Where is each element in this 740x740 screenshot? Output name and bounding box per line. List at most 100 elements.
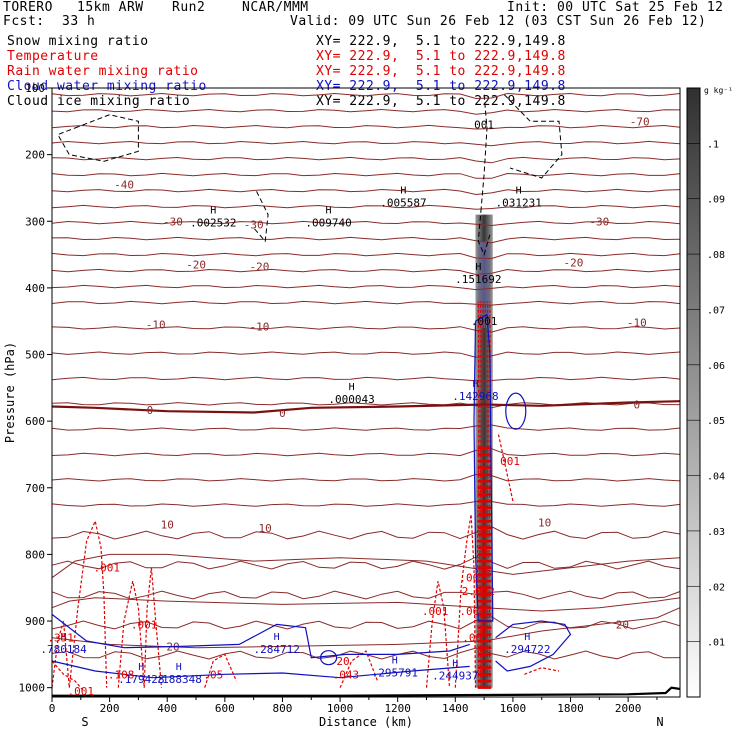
xy-cloud-ice: XY= 222.9, 5.1 to 222.9,149.8: [316, 94, 566, 109]
x-tick-label: 1600: [500, 702, 527, 715]
maximum-value: .005587: [380, 197, 426, 210]
field-cloud-water: Cloud water mixing ratio: [7, 79, 207, 94]
maximum-value: .188348: [156, 673, 202, 686]
contour-value-label: .05: [203, 668, 223, 681]
contour-value-label: 001: [474, 119, 494, 132]
maximum-value: .142968: [452, 390, 498, 403]
cloud-water-cell: [505, 392, 527, 430]
maximum-marker: H: [138, 662, 144, 673]
colorbar-tick-label: .07: [707, 305, 725, 316]
maximum-value: .179428: [118, 673, 164, 686]
temperature-isoline: [51, 140, 681, 147]
cloud-ice-contour: [477, 207, 491, 257]
temperature-isoline: [51, 172, 681, 179]
rain-water-contour: [425, 580, 451, 688]
y-tick-label: 600: [25, 415, 45, 428]
maximum-value: .009740: [305, 217, 351, 230]
maximum-marker: H: [274, 632, 280, 643]
temperature-label: 20: [616, 618, 629, 631]
contour-value-label: .001: [93, 562, 120, 575]
temperature-isoline: [51, 616, 681, 630]
x-tick-label: 1400: [442, 702, 469, 715]
valid-time: Valid: 09 UTC Sun 26 Feb 12 (03 CST Sun …: [290, 14, 707, 29]
temperature-isoline: [51, 252, 681, 260]
temperature-isoline: [51, 553, 681, 579]
cloud-ice-contours: [57, 94, 563, 257]
temperature-isoline: [51, 204, 681, 210]
rain-water-contour: [143, 567, 163, 688]
rain-water-contour: [117, 580, 145, 688]
y-tick-label: 800: [25, 548, 45, 561]
x-end-label-south: S: [81, 715, 88, 729]
contour-value-label: .043: [333, 668, 360, 681]
temperature-isoline: [51, 236, 681, 244]
temperature-label: -20: [249, 261, 269, 274]
contour-value-label: .001: [471, 315, 498, 328]
colorbar-scale: [686, 87, 701, 698]
x-tick-label: 800: [273, 702, 293, 715]
x-tick-label: 1800: [557, 702, 584, 715]
temperature-label: 0: [633, 398, 640, 411]
maximum-marker: H: [61, 632, 67, 643]
maximum-marker: H: [392, 655, 398, 666]
colorbar-tick-label: .09: [707, 195, 725, 206]
cloud-water-contours: [51, 313, 572, 679]
field-rain: Rain water mixing ratio: [7, 64, 199, 79]
y-tick-label: 700: [25, 482, 45, 495]
cloud-ice-contour: [253, 191, 269, 243]
maximum-value: .780184: [40, 643, 87, 656]
cloud-core: [478, 241, 490, 328]
colorbar: g kg⁻¹ .01 .02 .03 .04 .05 .06 .07 .08 .09 .1: [686, 86, 733, 698]
init-time: Init: 00 UTC Sat 25 Feb 12: [507, 0, 724, 15]
temperature-isoline: [51, 188, 681, 196]
maximum-marker: H: [475, 262, 481, 273]
rain-water-contour: [524, 667, 560, 675]
temperature-isoline: [51, 220, 681, 227]
xy-rain: XY= 222.9, 5.1 to 222.9,149.8: [316, 64, 566, 79]
y-tick-label: 200: [25, 149, 45, 162]
maximum-marker: H: [516, 186, 522, 197]
colorbar-tick-label: .04: [707, 472, 725, 483]
temperature-label: -30: [589, 215, 609, 228]
colorbar-tick-label: .05: [707, 416, 725, 427]
contour-labels: H.002532H.009740H.005587H.031231H.151692…: [40, 119, 550, 698]
x-tick-label: 2000: [615, 702, 642, 715]
rain-water-contour: [339, 650, 379, 688]
temperature-isoline: [51, 124, 681, 130]
colorbar-unit: g kg⁻¹: [704, 86, 733, 95]
x-tick-label: 0: [49, 702, 56, 715]
cloud-water-contour: [473, 313, 494, 622]
temperature-isoline: [51, 351, 681, 358]
maximum-marker: H: [349, 382, 355, 393]
temperature-label: 10: [161, 518, 174, 531]
cloud-ice-contour: [57, 114, 139, 162]
x-tick-label: 200: [100, 702, 120, 715]
y-tick-label: 1000: [19, 682, 46, 695]
xy-cloud-water: XY= 222.9, 5.1 to 222.9,149.8: [316, 79, 566, 94]
contour-value-label: .108: [108, 668, 135, 681]
temperature-isoline: [51, 156, 681, 164]
maximum-marker: H: [210, 206, 216, 217]
model-name: TORERO: [3, 0, 53, 15]
maximum-marker: H: [326, 206, 332, 217]
center-label: NCAR/MMM: [242, 0, 309, 15]
temperature-isoline: [51, 526, 681, 540]
maximum-value: .002532: [190, 217, 236, 230]
rain-water-contour: [51, 660, 85, 692]
temperature-isoline: [51, 268, 681, 276]
contour-value-label: .001: [462, 632, 489, 645]
temperature-isoline: [51, 424, 681, 431]
field-cloud-ice: Cloud ice mixing ratio: [7, 94, 191, 109]
maximum-marker: H: [472, 379, 478, 390]
colorbar-tick-label: .02: [707, 582, 725, 593]
x-tick-label: 600: [215, 702, 235, 715]
maximum-marker: H: [452, 659, 458, 670]
field-snow: Snow mixing ratio: [7, 34, 149, 49]
temperature-isoline: [51, 108, 681, 115]
temperature-isoline: [51, 473, 681, 482]
contour-value-label: .001: [68, 685, 95, 698]
zero-isotherm: [51, 400, 681, 414]
temperature-label: -10: [249, 321, 269, 334]
x-axis-label: Distance (km): [319, 715, 413, 729]
